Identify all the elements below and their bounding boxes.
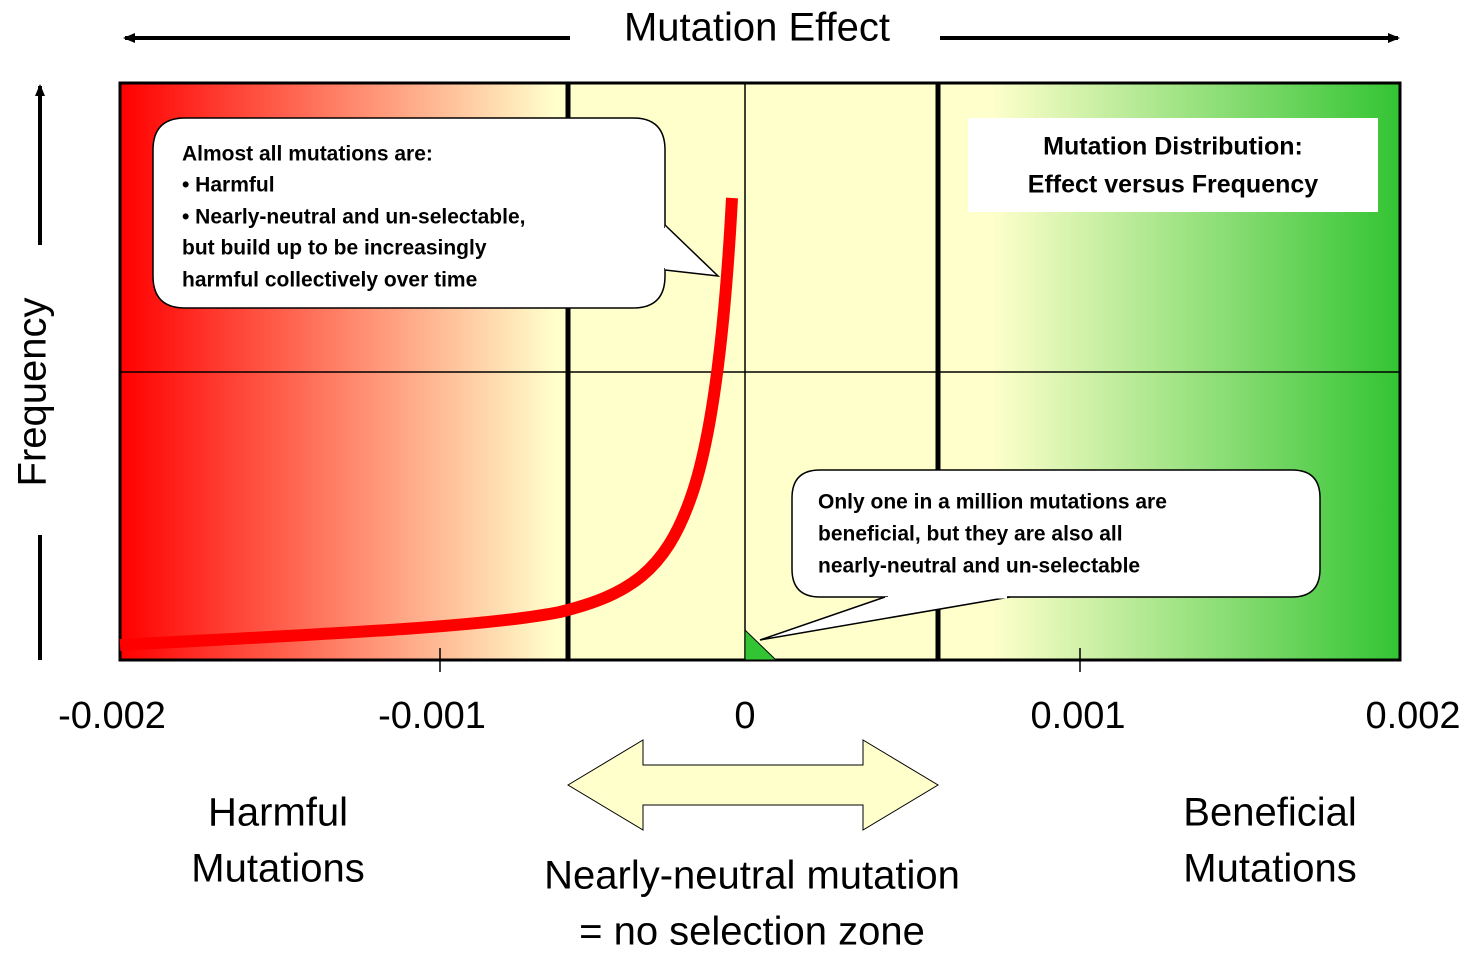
callout-text: nearly-neutral and un-selectable — [818, 555, 1140, 578]
info-text: Mutation Distribution: — [1043, 133, 1303, 161]
callout-text: Only one in a million mutations are — [818, 491, 1167, 514]
y-label: Frequency — [11, 298, 55, 487]
x-tick-label: 0 — [734, 695, 755, 737]
zone-label: Mutations — [1183, 847, 1356, 891]
x-tick-label: 0.001 — [1030, 695, 1125, 737]
callout-text: • Nearly-neutral and un-selectable, — [182, 206, 525, 229]
callout-text: harmful collectively over time — [182, 269, 477, 292]
zone-label: = no selection zone — [579, 910, 925, 954]
info-box — [968, 118, 1378, 212]
neutral-arrow — [567, 739, 939, 831]
callout-tail — [664, 224, 721, 277]
x-tick-label: -0.002 — [58, 695, 166, 737]
title: Mutation Effect — [624, 6, 890, 50]
harmful-curve — [119, 197, 738, 651]
x-tick-label: -0.001 — [378, 695, 486, 737]
callout-text: but build up to be increasingly — [182, 237, 487, 260]
zone-label: Nearly-neutral mutation — [544, 854, 960, 898]
callout-text: beneficial, but they are also all — [818, 523, 1123, 546]
x-tick-label: 0.002 — [1365, 695, 1460, 737]
info-text: Effect versus Frequency — [1028, 171, 1318, 199]
callout-box — [791, 469, 1321, 598]
callout-text: Almost all mutations are: — [182, 143, 433, 166]
beneficial-wedge — [744, 628, 778, 661]
callout-tail — [759, 596, 1011, 641]
zone-label: Mutations — [191, 847, 364, 891]
zone-label: Harmful — [208, 791, 348, 835]
callout-box — [152, 117, 666, 309]
zone-label: Beneficial — [1183, 791, 1356, 835]
callout-text: • Harmful — [182, 174, 275, 197]
